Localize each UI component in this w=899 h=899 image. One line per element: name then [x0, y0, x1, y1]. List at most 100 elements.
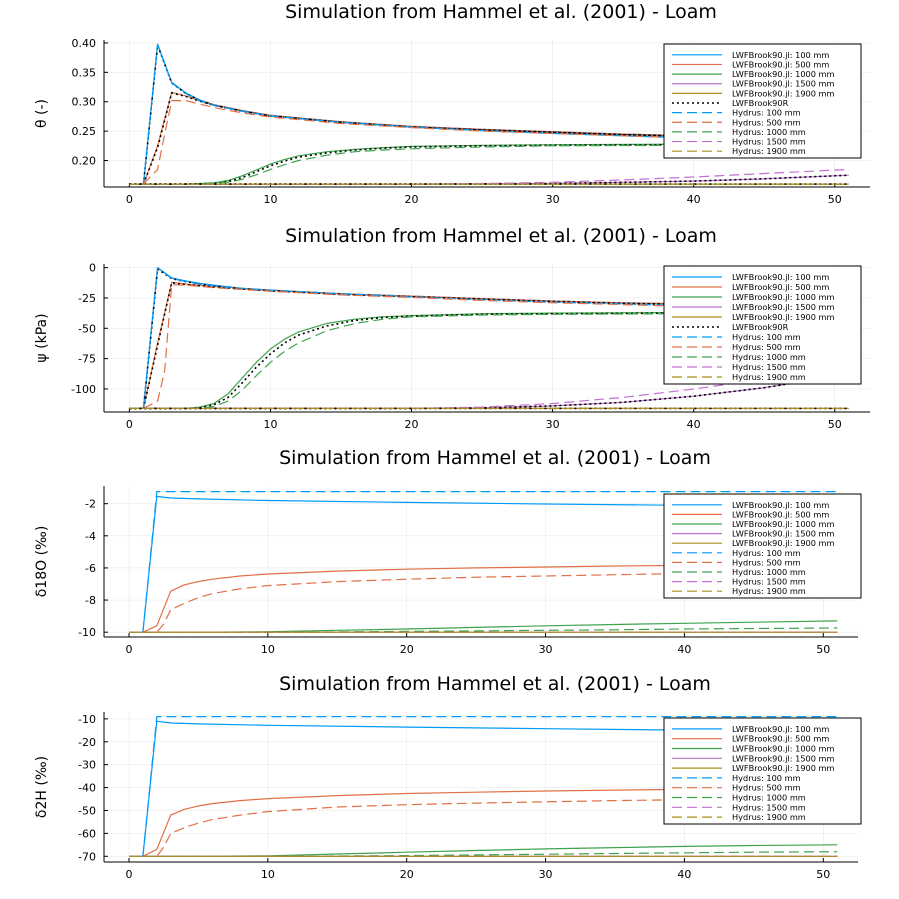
legend-label: LWFBrook90.jl: 1500 mm: [732, 302, 835, 312]
series-line-lwfbrook90r: [129, 143, 849, 185]
legend-label: LWFBrook90.jl: 1900 mm: [732, 312, 835, 322]
x-tick-label: 30: [546, 418, 560, 431]
x-tick-label: 0: [125, 868, 132, 881]
chart-panel-1: 0 10 20 30 40 50 0.20 0.25 0.30 0.35 0.40 Simulatio…: [34, 1, 870, 206]
x-tick-label: 0: [126, 193, 133, 206]
y-tick-label: -4: [85, 530, 96, 543]
legend-label: LWFBrook90.jl: 1000 mm: [732, 292, 835, 302]
legend-label: LWFBrook90.jl: 1000 mm: [732, 519, 835, 529]
x-tick-label: 50: [816, 643, 830, 656]
y-tick-label: -20: [78, 736, 96, 749]
series-group: [129, 267, 849, 410]
x-tick-label: 10: [261, 643, 275, 656]
legend-box: [663, 493, 862, 599]
x-tick-label: 10: [263, 193, 277, 206]
legend-label: Hydrus: 500 mm: [732, 117, 801, 127]
x-tick-label: 10: [261, 868, 275, 881]
legend-label: Hydrus: 500 mm: [732, 783, 801, 793]
legend-label: Hydrus: 1000 mm: [732, 352, 806, 362]
x-tick-label: 30: [539, 643, 553, 656]
y-tick-label: -10: [78, 626, 96, 639]
series-line-hydrus-500-mm: [142, 797, 838, 857]
chart-panel-4: 0 10 20 30 40 50 -70 -60 -50 -40 -30 -20 -10 Simulati…: [34, 673, 862, 881]
legend-label: Hydrus: 100 mm: [732, 332, 801, 342]
legend-label: Hydrus: 100 mm: [732, 548, 801, 558]
legend-label: LWFBrook90.jl: 1500 mm: [732, 529, 835, 539]
series-line-lwfbrook90-jl-500-mm: [142, 563, 838, 633]
x-tick-label: 50: [828, 193, 842, 206]
chart-panel-2: 0 10 20 30 40 50 -100 -75 -50 -25 0 Simulation from…: [34, 225, 870, 431]
series-line-lwfbrook90-jl-1000-mm: [129, 311, 849, 409]
y-tick-label: 0.30: [72, 96, 97, 109]
y-tick-label: -75: [78, 353, 96, 366]
y-tick-label: -2: [85, 498, 96, 511]
legend-label: LWFBrook90.jl: 1900 mm: [732, 763, 835, 773]
x-tick-label: 20: [400, 868, 414, 881]
x-tick-label: 20: [400, 643, 414, 656]
y-tick-label: -70: [78, 850, 96, 863]
series-line-hydrus-500-mm: [142, 571, 838, 633]
y-tick-label: -40: [78, 782, 96, 795]
legend-label: Hydrus: 100 mm: [732, 773, 801, 783]
chart-title: Simulation from Hammel et al. (2001) - L…: [279, 673, 711, 695]
legend-label: LWFBrook90.jl: 500 mm: [732, 509, 829, 519]
x-tick-label: 20: [405, 418, 419, 431]
x-tick-label: 0: [126, 418, 133, 431]
legend-label: Hydrus: 1900 mm: [732, 146, 806, 156]
series-line-hydrus-500-mm: [143, 99, 849, 185]
x-tick-label: 40: [677, 643, 691, 656]
series-line-hydrus-1000-mm: [129, 851, 838, 857]
legend-box: [663, 265, 862, 385]
x-tick-label: 50: [828, 418, 842, 431]
y-tick-label: -100: [71, 383, 96, 396]
legend-label: LWFBrook90R: [732, 98, 789, 108]
chart-panel-3: 0 10 20 30 40 50 -10 -8 -6 -4 -2 Simulation from Ha…: [34, 447, 862, 656]
x-tick-label: 30: [539, 868, 553, 881]
legend-label: Hydrus: 1500 mm: [732, 577, 806, 587]
y-tick-label: 0.35: [72, 66, 97, 79]
series-line-hydrus-100-mm: [142, 715, 838, 857]
x-tick-label: 10: [263, 418, 277, 431]
y-tick-label: 0.20: [72, 155, 97, 168]
chart-title: Simulation from Hammel et al. (2001) - L…: [279, 447, 711, 469]
x-tick-label: 40: [687, 193, 701, 206]
y-axis-label: ψ (kPa): [34, 313, 50, 362]
legend-label: Hydrus: 1500 mm: [732, 802, 806, 812]
legend-label: Hydrus: 1000 mm: [732, 127, 806, 137]
series-group: [129, 715, 838, 857]
legend-label: LWFBrook90.jl: 100 mm: [732, 50, 829, 60]
y-tick-label: 0.25: [72, 125, 97, 138]
series-group: [129, 491, 838, 633]
series-line-lwfbrook90-jl-100-mm: [142, 495, 838, 633]
series-line-lwfbrook90r: [129, 174, 849, 185]
y-axis-label: θ (-): [34, 99, 50, 128]
series-line-lwfbrook90r: [142, 281, 849, 409]
series-line-lwfbrook90-jl-100-mm: [142, 720, 838, 857]
x-tick-label: 0: [125, 643, 132, 656]
series-line-hydrus-100-mm: [142, 491, 838, 633]
y-tick-label: -10: [78, 713, 96, 726]
legend-label: LWFBrook90R: [732, 322, 789, 332]
series-group: [129, 43, 849, 185]
legend-label: Hydrus: 100 mm: [732, 108, 801, 118]
legend-label: Hydrus: 1500 mm: [732, 137, 806, 147]
legend-box: [663, 43, 862, 159]
legend-label: LWFBrook90.jl: 100 mm: [732, 724, 829, 734]
legend-label: LWFBrook90.jl: 1900 mm: [732, 88, 835, 98]
legend-label: LWFBrook90.jl: 1900 mm: [732, 538, 835, 548]
series-line-lwfbrook90-jl-500-mm: [142, 787, 838, 857]
series-line-lwfbrook90r: [142, 92, 849, 185]
legend-label: Hydrus: 1500 mm: [732, 362, 806, 372]
y-tick-label: -8: [85, 594, 96, 607]
series-line-hydrus-500-mm: [143, 284, 849, 409]
legend-label: LWFBrook90.jl: 100 mm: [732, 500, 829, 510]
y-tick-label: -50: [78, 322, 96, 335]
legend-label: LWFBrook90.jl: 1000 mm: [732, 744, 835, 754]
x-tick-label: 40: [677, 868, 691, 881]
legend-label: Hydrus: 1900 mm: [732, 812, 806, 822]
legend-label: Hydrus: 1900 mm: [732, 372, 806, 382]
y-tick-label: -6: [85, 562, 96, 575]
